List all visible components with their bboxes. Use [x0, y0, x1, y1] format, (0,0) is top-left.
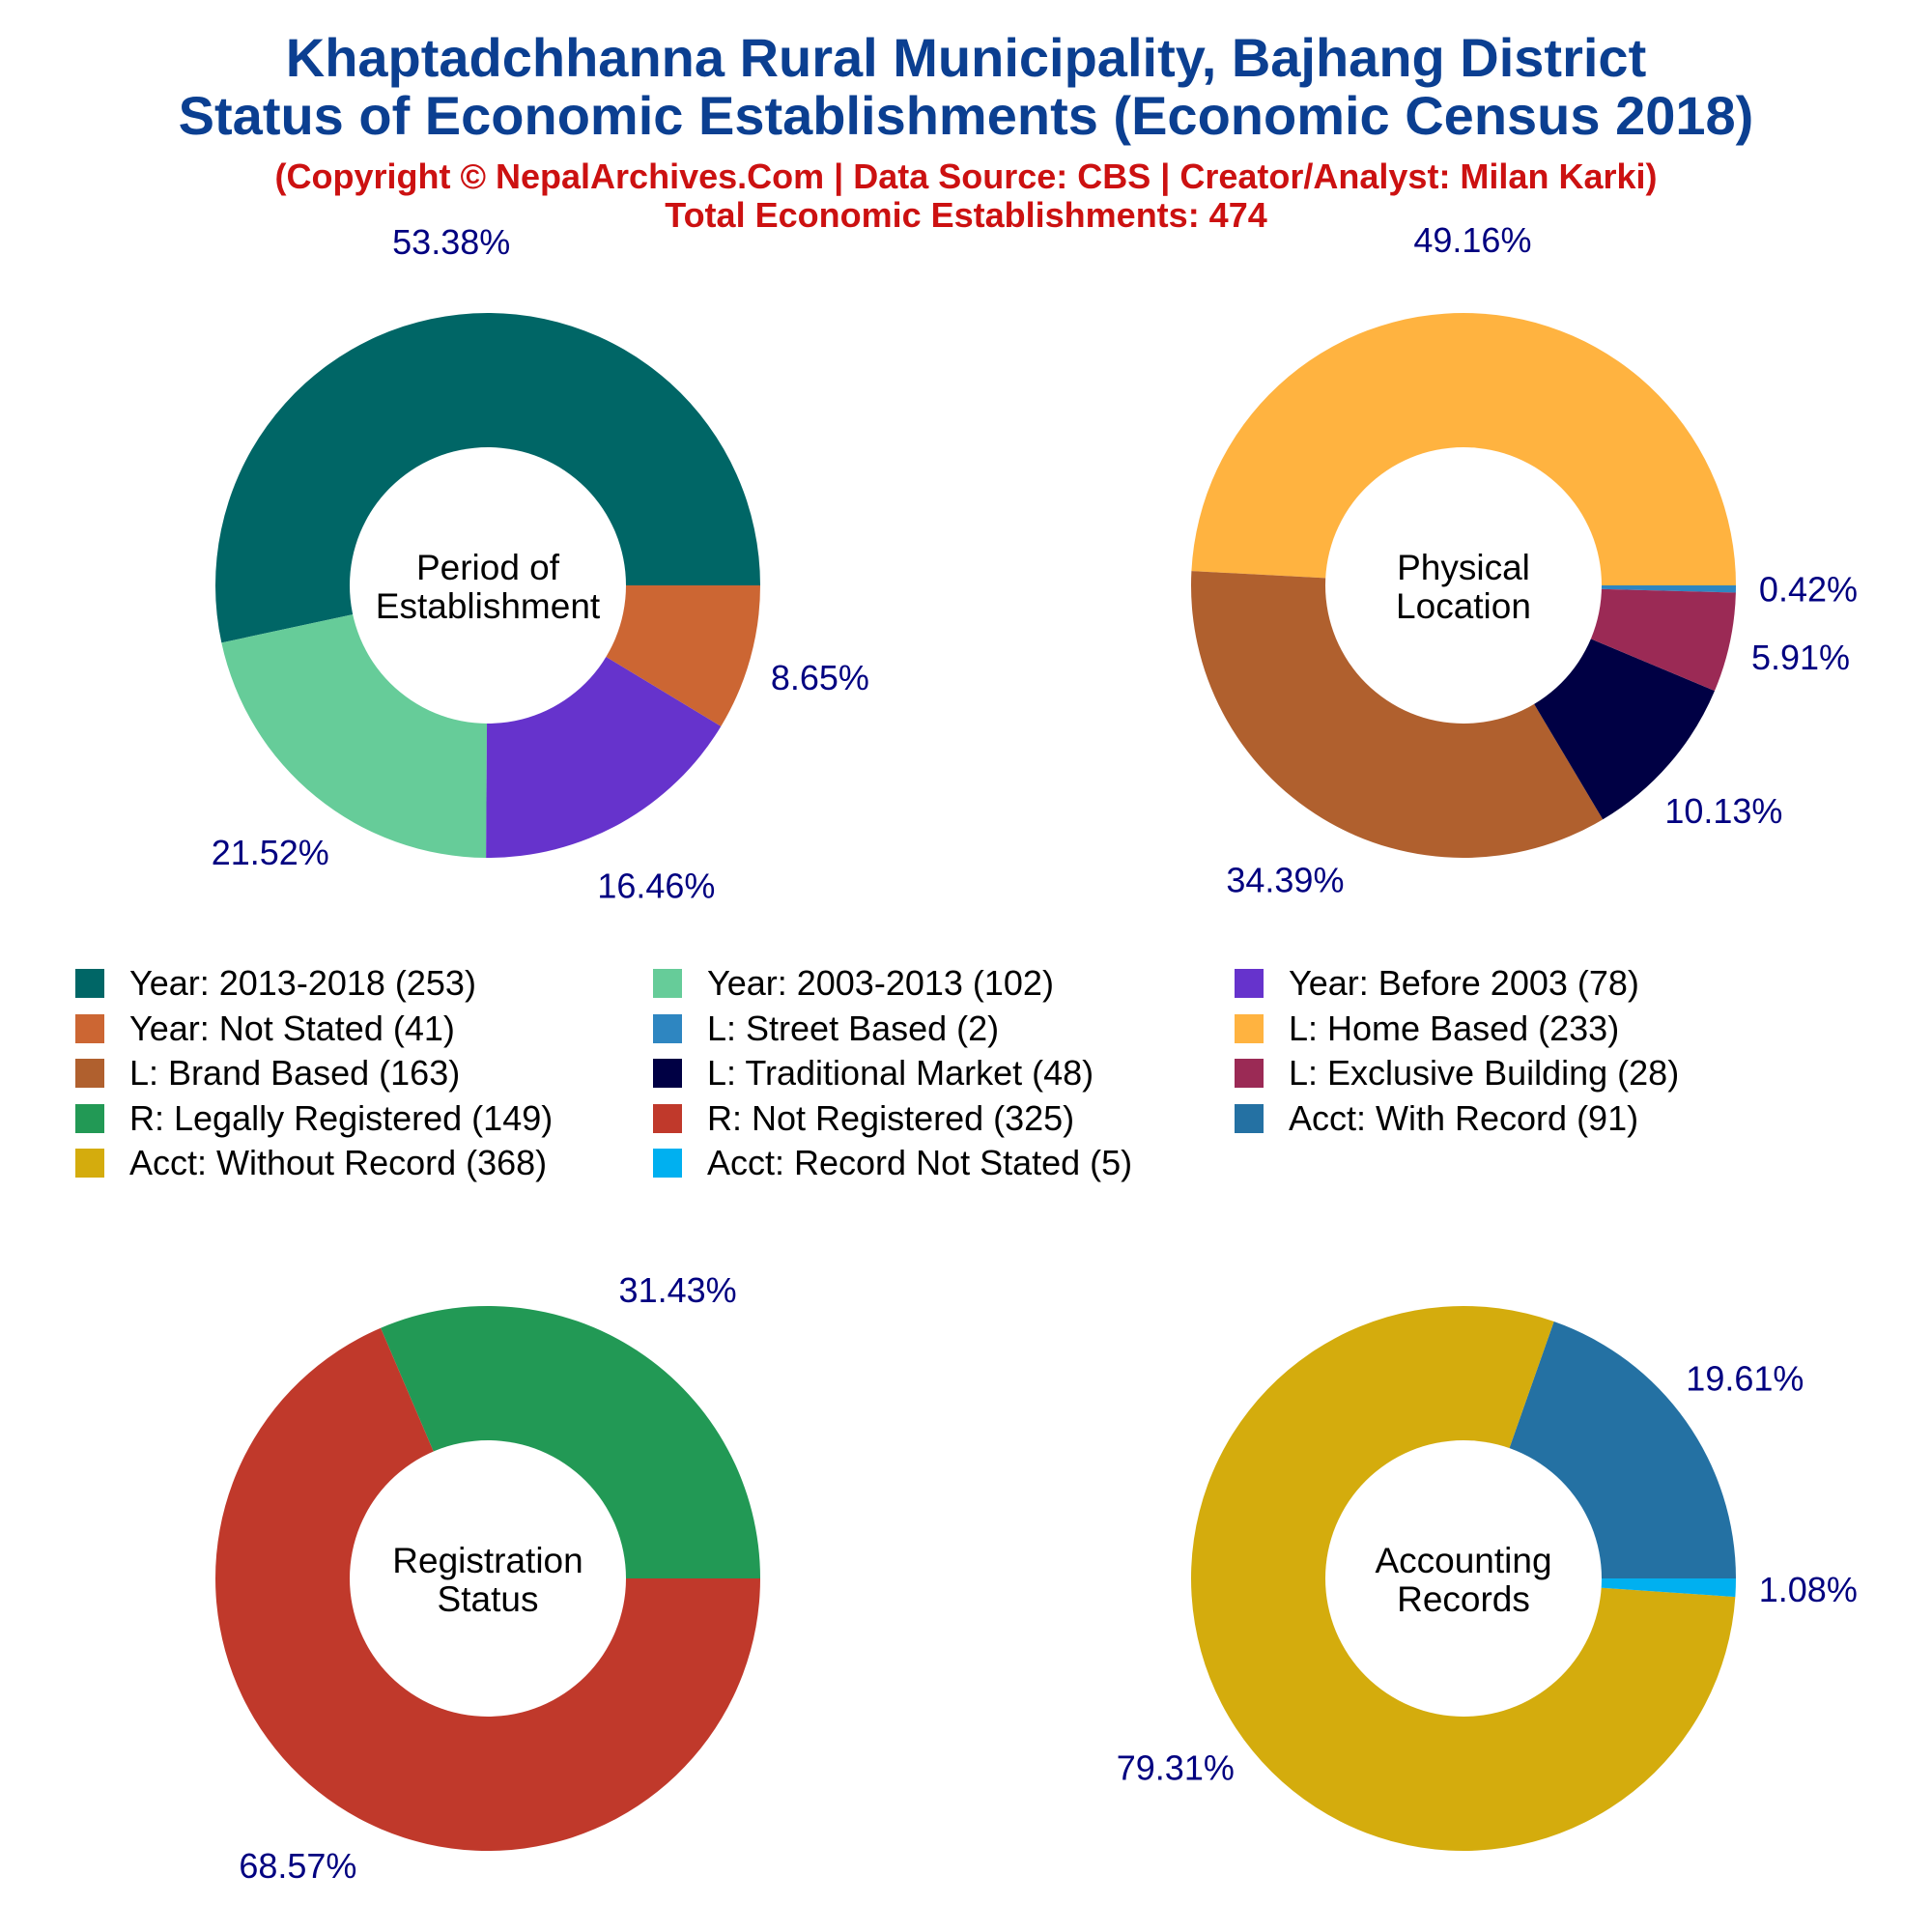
slice-percent-label: 8.65% [771, 658, 869, 697]
donut-hole [350, 447, 626, 724]
legend-item: Year: 2003-2013 (102) [653, 962, 1054, 1005]
legend-swatch [1235, 1103, 1264, 1133]
slice-percent-label: 49.16% [1413, 220, 1531, 260]
slice-percent-label: 21.52% [212, 833, 329, 872]
donut-center-label: Location [1396, 586, 1531, 626]
legend-item: L: Home Based (233) [1235, 1008, 1619, 1050]
donut-center-label: Physical [1397, 548, 1530, 587]
donut-center-label: Records [1397, 1579, 1530, 1619]
legend-label: L: Brand Based (163) [129, 1053, 461, 1093]
donut-slice [1191, 571, 1604, 858]
legend-item: Year: 2013-2018 (253) [75, 962, 476, 1005]
slice-percent-label: 0.42% [1759, 570, 1858, 610]
legend-item: L: Traditional Market (48) [653, 1052, 1094, 1094]
donut-chart-2: 0.42% 49.16% 34.39% 10.13% 5.91% PhysicalLoca… [1191, 220, 1858, 900]
legend-label: Year: Not Stated (41) [129, 1008, 455, 1048]
donut-center-label: Registration [392, 1541, 582, 1580]
legend-label: Acct: Without Record (368) [129, 1143, 548, 1182]
legend-item: L: Exclusive Building (28) [1235, 1052, 1679, 1094]
legend-swatch [653, 1103, 682, 1133]
slice-percent-label: 10.13% [1664, 791, 1782, 831]
donut-center-label: Period of [416, 548, 560, 587]
legend-swatch [1235, 1013, 1264, 1043]
slice-percent-label: 68.57% [239, 1846, 356, 1886]
chart-title-line2: Status of Economic Establishments (Econo… [178, 85, 1754, 146]
legend-item: L: Street Based (2) [653, 1008, 999, 1050]
legend-label: R: Legally Registered (149) [129, 1097, 554, 1138]
legend-item: R: Legally Registered (149) [75, 1097, 553, 1140]
donut-chart-1: 53.38% 21.52% 16.46% 8.65% Period ofEstablis… [212, 222, 869, 906]
slice-percent-label: 16.46% [597, 867, 715, 906]
legend-item: Acct: Record Not Stated (5) [653, 1142, 1132, 1184]
donut-hole [1325, 447, 1602, 724]
legend-label: L: Street Based (2) [707, 1008, 1000, 1048]
legend-label: L: Home Based (233) [1289, 1008, 1620, 1048]
slice-percent-label: 34.39% [1226, 861, 1344, 900]
donut-center-label: Accounting [1375, 1541, 1551, 1580]
chart-subtitle-line1: (Copyright © NepalArchives.Com | Data So… [274, 156, 1658, 196]
legend-item: Year: Not Stated (41) [75, 1008, 455, 1050]
donut-center-label: Establishment [376, 586, 601, 626]
legend-label: R: Not Registered (325) [707, 1097, 1075, 1138]
donut-hole [350, 1440, 626, 1717]
legend-item: L: Brand Based (163) [75, 1052, 460, 1094]
legend-item: Acct: With Record (91) [1235, 1097, 1638, 1140]
slice-percent-label: 1.08% [1759, 1570, 1858, 1609]
legend-swatch [1235, 969, 1264, 998]
slice-percent-label: 53.38% [392, 222, 510, 262]
legend-label: L: Exclusive Building (28) [1289, 1053, 1680, 1093]
slice-percent-label: 5.91% [1751, 638, 1850, 677]
legend-swatch [75, 1149, 104, 1178]
legend-label: Year: 2003-2013 (102) [707, 963, 1054, 1003]
legend-item: Year: Before 2003 (78) [1235, 962, 1639, 1005]
legend-label: Year: 2013-2018 (253) [129, 963, 476, 1003]
legend-item: R: Not Registered (325) [653, 1097, 1074, 1140]
slice-percent-label: 31.43% [619, 1270, 737, 1310]
donut-hole [1325, 1440, 1602, 1717]
legend-swatch [653, 1059, 682, 1088]
donut-center-label: Status [438, 1579, 539, 1619]
legend-swatch [653, 1013, 682, 1043]
legend-swatch [75, 1103, 104, 1133]
legend-label: L: Traditional Market (48) [707, 1053, 1094, 1093]
legend-label: Year: Before 2003 (78) [1289, 963, 1639, 1003]
legend-swatch [653, 1149, 682, 1178]
legend-label: Acct: With Record (91) [1289, 1097, 1639, 1138]
legend-swatch [75, 1059, 104, 1088]
legend-swatch [75, 1013, 104, 1043]
legend-swatch [653, 969, 682, 998]
legend-swatch [75, 969, 104, 998]
slice-percent-label: 79.31% [1117, 1747, 1235, 1787]
slice-percent-label: 19.61% [1686, 1359, 1804, 1399]
chart-title-line1: Khaptadchhanna Rural Municipality, Bajha… [285, 27, 1647, 88]
legend-item: Acct: Without Record (368) [75, 1142, 547, 1184]
chart-subtitle-line2: Total Economic Establishments: 474 [665, 195, 1267, 235]
legend-label: Acct: Record Not Stated (5) [707, 1143, 1133, 1182]
legend-swatch [1235, 1059, 1264, 1088]
